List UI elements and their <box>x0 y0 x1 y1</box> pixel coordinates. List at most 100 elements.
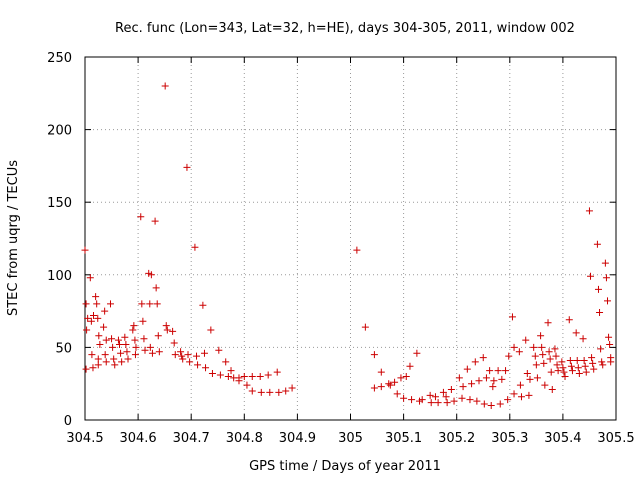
data-point <box>243 381 251 389</box>
data-point <box>101 351 109 359</box>
data-point <box>83 326 91 334</box>
data-point <box>552 352 560 360</box>
data-point <box>256 372 264 380</box>
axis-ticks <box>84 56 617 421</box>
data-point <box>439 388 447 396</box>
data-point <box>200 349 208 357</box>
data-point <box>88 351 96 359</box>
data-point <box>526 375 534 383</box>
data-point <box>81 246 89 254</box>
data-point <box>266 388 274 396</box>
data-point <box>178 352 186 360</box>
data-point <box>275 388 283 396</box>
data-point <box>177 348 185 356</box>
data-point <box>533 374 541 382</box>
data-point <box>606 340 614 348</box>
data-point <box>191 243 199 251</box>
data-point <box>531 352 539 360</box>
x-tick-label: 304.8 <box>226 431 263 446</box>
data-point <box>146 343 154 351</box>
data-point <box>114 336 122 344</box>
data-point <box>431 393 439 401</box>
data-point <box>146 300 154 308</box>
data-point <box>235 377 243 385</box>
data-point <box>582 368 590 376</box>
data-point <box>353 246 361 254</box>
data-point <box>510 343 518 351</box>
x-tick-label: 304.9 <box>279 431 316 446</box>
data-point <box>413 349 421 357</box>
data-point <box>93 300 101 308</box>
data-point <box>532 361 540 369</box>
data-point <box>121 333 129 341</box>
data-point <box>163 326 171 334</box>
data-point <box>227 367 235 375</box>
data-point <box>486 367 494 375</box>
data-point <box>224 372 232 380</box>
data-point <box>490 377 498 385</box>
data-point <box>171 351 179 359</box>
grid-lines <box>85 57 616 420</box>
data-point <box>573 356 581 364</box>
data-point <box>498 375 506 383</box>
data-point <box>455 374 463 382</box>
data-point <box>131 351 139 359</box>
data-point <box>391 378 399 386</box>
data-point <box>567 362 575 370</box>
data-point <box>515 348 523 356</box>
y-axis-label: STEC from uqrg / TECUs <box>6 160 21 316</box>
data-point <box>370 351 378 359</box>
data-point <box>84 314 92 322</box>
data-point <box>494 367 502 375</box>
data-point <box>139 317 147 325</box>
y-tick-label: 0 <box>64 414 72 429</box>
data-point <box>479 354 487 362</box>
y-tick-label: 50 <box>55 341 72 356</box>
data-point <box>82 365 90 373</box>
data-point <box>264 371 272 379</box>
data-point <box>370 384 378 392</box>
x-tick-label: 305 <box>338 431 363 446</box>
data-point <box>545 348 553 356</box>
x-tick-label: 305.5 <box>597 431 634 446</box>
data-point <box>443 399 451 407</box>
data-point <box>604 297 612 305</box>
data-point <box>95 332 103 340</box>
data-point <box>116 340 124 348</box>
data-point <box>131 336 139 344</box>
data-point <box>442 393 450 401</box>
data-point <box>194 361 202 369</box>
data-point <box>508 313 516 321</box>
data-point <box>538 343 546 351</box>
data-point <box>418 396 426 404</box>
x-tick-label: 305.2 <box>438 431 475 446</box>
data-point <box>553 361 561 369</box>
data-point <box>579 335 587 343</box>
x-tick-label: 304.7 <box>173 431 210 446</box>
data-point <box>496 400 504 408</box>
data-point <box>537 332 545 340</box>
data-point <box>102 336 110 344</box>
data-point <box>581 362 589 370</box>
data-point <box>248 372 256 380</box>
x-tick-label: 305.4 <box>544 431 581 446</box>
data-point <box>155 348 163 356</box>
data-point <box>216 371 224 379</box>
data-point <box>89 311 97 319</box>
data-point <box>152 284 160 292</box>
data-point <box>137 213 145 221</box>
data-point <box>587 272 595 280</box>
data-point <box>92 293 100 301</box>
data-point <box>406 362 414 370</box>
data-point <box>123 348 131 356</box>
data-point <box>110 355 118 363</box>
data-point <box>548 386 556 394</box>
x-tick-label: 304.6 <box>119 431 156 446</box>
x-axis-label: GPS time / Days of year 2011 <box>249 459 441 474</box>
data-point <box>525 391 533 399</box>
data-point <box>162 322 170 330</box>
data-point <box>102 358 110 366</box>
y-tick-label: 150 <box>47 196 72 211</box>
data-point <box>539 351 547 359</box>
data-point <box>523 370 531 378</box>
